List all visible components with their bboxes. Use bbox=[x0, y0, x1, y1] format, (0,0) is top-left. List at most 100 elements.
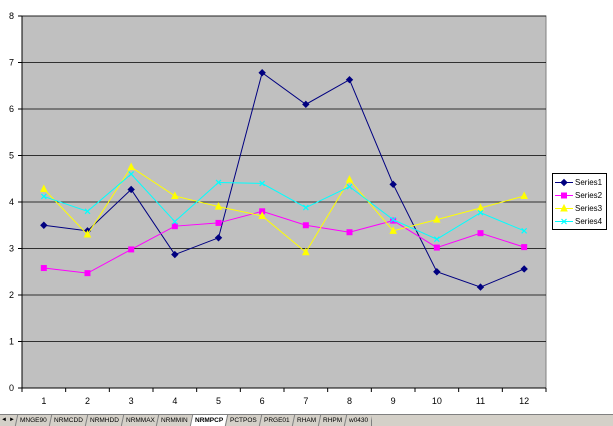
y-tick-label: 6 bbox=[9, 104, 14, 114]
series-2 bbox=[40, 208, 528, 277]
y-tick-label: 7 bbox=[9, 58, 14, 68]
sheet-tab[interactable]: RHPM bbox=[317, 415, 347, 426]
sheet-tab[interactable]: NRMHDD bbox=[84, 415, 123, 426]
sheet-tab[interactable]: PCTPOS bbox=[225, 415, 262, 426]
series-line bbox=[43, 210, 525, 274]
data-point bbox=[433, 215, 441, 223]
y-tick-label: 0 bbox=[9, 383, 14, 393]
data-point bbox=[259, 180, 266, 187]
data-point bbox=[83, 229, 92, 238]
data-point bbox=[84, 208, 91, 215]
x-tick-label: 1 bbox=[41, 396, 46, 406]
x-tick-label: 4 bbox=[172, 396, 177, 406]
tab-scroll-left-button[interactable]: ◄ bbox=[1, 417, 7, 423]
legend-label: Series4 bbox=[575, 217, 603, 226]
data-point bbox=[127, 162, 135, 171]
sheet-tab[interactable]: NRMPCP bbox=[189, 415, 228, 426]
data-point bbox=[561, 218, 567, 225]
data-point bbox=[521, 227, 528, 234]
y-tick-label: 5 bbox=[9, 151, 14, 161]
sheet-tab-label: NRMMAX bbox=[125, 417, 155, 424]
data-point bbox=[433, 244, 440, 251]
data-point bbox=[561, 192, 567, 199]
data-point bbox=[477, 230, 484, 237]
sheet-tab-label: w0430 bbox=[348, 417, 369, 424]
sheet-tab[interactable]: MNGE90 bbox=[14, 415, 51, 426]
legend-label: Series1 bbox=[575, 178, 603, 187]
legend: Series1 Series2 Series3 Series4 bbox=[552, 173, 607, 230]
sheet-tab[interactable]: NRMMAX bbox=[120, 415, 159, 426]
sheet-tab-label: NRMMIN bbox=[161, 417, 189, 424]
legend-swatch bbox=[555, 218, 573, 225]
data-point bbox=[389, 226, 397, 234]
sheet-tab[interactable]: PRGE01 bbox=[258, 415, 294, 426]
data-point bbox=[433, 268, 441, 276]
x-tick-label: 10 bbox=[432, 396, 442, 406]
chart-area: 0 1 2 3 4 5 6 7 8 1 2 3 4 5 6 7 8 9 10 11 12 Series1 Series2 S… bbox=[8, 11, 607, 406]
data-point bbox=[520, 191, 528, 199]
series-line bbox=[43, 173, 525, 240]
legend-swatch bbox=[555, 192, 573, 199]
series-4 bbox=[40, 171, 528, 243]
data-point bbox=[258, 211, 266, 219]
sheet-tab-label: PRGE01 bbox=[264, 417, 290, 424]
data-point bbox=[302, 222, 309, 229]
sheet-tab[interactable]: RHAM bbox=[291, 415, 320, 426]
sheet-tab-label: RHPM bbox=[322, 417, 342, 424]
y-tick-label: 1 bbox=[9, 337, 14, 347]
legend-entry: Series3 bbox=[555, 202, 604, 215]
data-point bbox=[127, 185, 135, 194]
tab-scroll-right-button[interactable]: ► bbox=[9, 417, 15, 423]
data-point bbox=[520, 265, 528, 273]
data-point bbox=[433, 236, 440, 243]
data-point bbox=[40, 184, 48, 192]
sheet-tab-label: PCTPOS bbox=[230, 417, 258, 424]
data-point bbox=[476, 283, 485, 291]
data-point bbox=[84, 270, 91, 277]
data-point bbox=[302, 204, 309, 211]
legend-swatch bbox=[555, 204, 573, 212]
x-tick-label: 9 bbox=[391, 396, 396, 406]
data-point bbox=[390, 216, 397, 223]
legend-entry: Series4 bbox=[555, 215, 604, 228]
data-point bbox=[477, 209, 484, 216]
y-tick-label: 8 bbox=[9, 11, 14, 21]
data-point bbox=[258, 69, 266, 77]
x-tick-label: 11 bbox=[476, 396, 485, 406]
sheet-tab-bar: ◄ ► MNGE90 NRMCDD NRMHDD NRMMAX NRMMIN NRMPCP PC… bbox=[0, 414, 613, 426]
data-point bbox=[128, 171, 135, 178]
data-point bbox=[560, 204, 568, 212]
y-tick-label: 3 bbox=[9, 244, 14, 254]
legend-label: Series3 bbox=[575, 204, 603, 213]
sheet-tab-label: NRMPCP bbox=[195, 417, 224, 424]
sheet-tab[interactable]: NRMMIN bbox=[156, 415, 193, 426]
data-point bbox=[346, 183, 353, 190]
x-tick-label: 5 bbox=[216, 396, 221, 406]
sheet-tab[interactable]: w0430 bbox=[343, 415, 373, 426]
series-1 bbox=[40, 69, 528, 291]
data-point bbox=[171, 191, 179, 199]
data-point bbox=[345, 75, 354, 84]
x-tick-label: 7 bbox=[303, 396, 308, 406]
x-tick-label: 12 bbox=[519, 396, 529, 406]
horizontal-scrollbar[interactable] bbox=[371, 415, 613, 426]
x-tick-label: 6 bbox=[260, 396, 265, 406]
sheet-tab[interactable]: NRMCDD bbox=[48, 415, 87, 426]
sheet-tab-label: RHAM bbox=[296, 417, 316, 424]
data-point bbox=[345, 175, 354, 183]
data-point bbox=[302, 100, 310, 109]
x-tick-label: 3 bbox=[129, 396, 134, 406]
sheet-tab-label: NRMCDD bbox=[53, 417, 83, 424]
data-point bbox=[346, 229, 353, 236]
x-tick-label: 2 bbox=[85, 396, 90, 406]
legend-label: Series2 bbox=[575, 191, 603, 200]
y-tick-label: 2 bbox=[9, 290, 14, 300]
data-point bbox=[476, 203, 485, 212]
y-tick-label: 4 bbox=[9, 197, 14, 207]
data-point bbox=[40, 265, 47, 272]
data-point bbox=[215, 219, 222, 226]
series-3 bbox=[40, 162, 528, 256]
data-point bbox=[40, 193, 47, 200]
series-line bbox=[43, 71, 525, 288]
data-point bbox=[40, 221, 48, 229]
